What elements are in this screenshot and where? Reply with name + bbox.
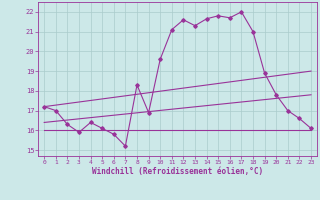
X-axis label: Windchill (Refroidissement éolien,°C): Windchill (Refroidissement éolien,°C) — [92, 167, 263, 176]
